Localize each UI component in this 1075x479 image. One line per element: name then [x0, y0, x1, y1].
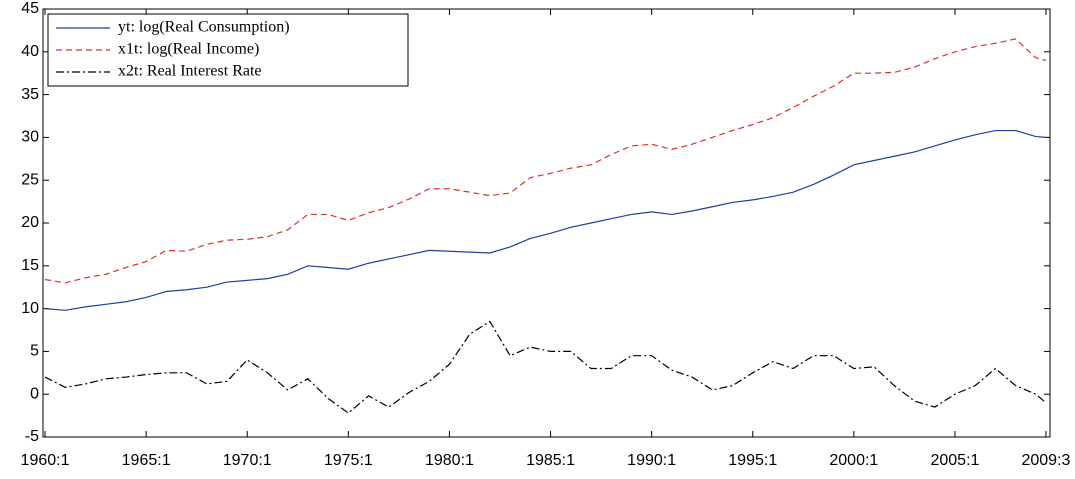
y-tick-label: 25 [21, 171, 39, 188]
x-tick-label: 2000:1 [829, 452, 878, 469]
x-tick-label: 2009:3 [1021, 452, 1070, 469]
x-tick-label: 2005:1 [930, 452, 979, 469]
x-tick-label: 1985:1 [526, 452, 575, 469]
x-tick-label: 1975:1 [324, 452, 373, 469]
series-line [44, 129, 1047, 311]
y-tick-label: 20 [21, 214, 39, 231]
legend-label: x1t: log(Real Income) [118, 41, 259, 58]
x-tick-label: 1965:1 [122, 452, 171, 469]
x-tick-label: 1995:1 [728, 452, 777, 469]
y-tick-label: 10 [21, 300, 39, 317]
x-tick-label: 1990:1 [627, 452, 676, 469]
y-tick-label: -5 [25, 428, 39, 445]
legend-label: x2t: Real Interest Rate [118, 63, 262, 80]
x-tick-label: 1960:1 [21, 452, 70, 469]
series-line [44, 38, 1047, 284]
x-tick-label: 1970:1 [223, 452, 272, 469]
x-tick-label: 1980:1 [425, 452, 474, 469]
series-line [44, 320, 1047, 414]
y-tick-label: 15 [21, 257, 39, 274]
y-tick-label: 0 [30, 385, 39, 402]
y-tick-label: 40 [21, 43, 39, 60]
y-tick-label: 45 [21, 0, 39, 17]
y-tick-label: 35 [21, 86, 39, 103]
y-tick-label: 5 [30, 343, 39, 360]
y-tick-label: 30 [21, 129, 39, 146]
legend-label: yt: log(Real Consumption) [118, 19, 290, 36]
